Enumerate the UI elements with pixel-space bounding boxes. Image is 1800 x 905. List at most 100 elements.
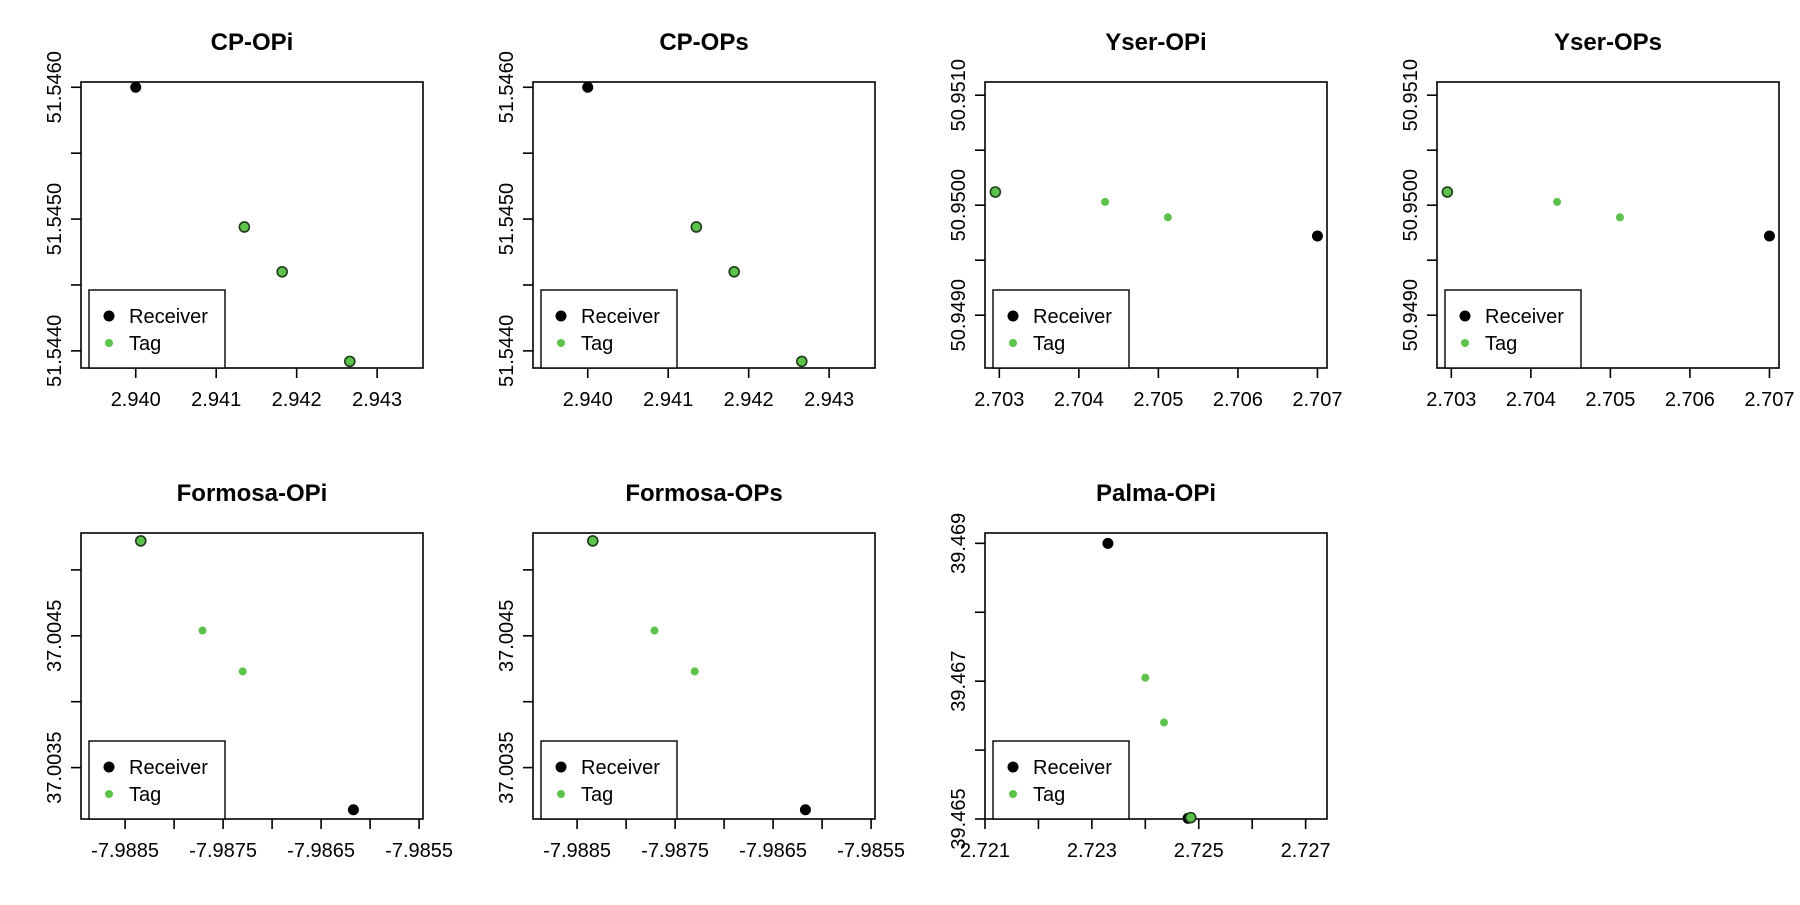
x-tick-label: 2.943 xyxy=(804,389,854,411)
legend-receiver-label: Receiver xyxy=(581,306,660,328)
x-tick-label: 2.723 xyxy=(1067,840,1117,862)
y-tick-label: 37.0045 xyxy=(496,600,518,672)
receiver-point xyxy=(1311,230,1323,242)
receiver-point xyxy=(799,804,811,816)
plot-frame xyxy=(1436,81,1780,369)
plot-frame xyxy=(532,532,876,820)
chart-panel: Formosa-OPs -7.9885 -7.9875 -7.9865 -7.9855 3… xyxy=(496,480,905,862)
legend: Receiver Tag xyxy=(540,289,678,369)
x-tick-label: -7.9875 xyxy=(189,840,257,862)
legend-tag-marker xyxy=(105,339,113,347)
tag-point xyxy=(728,265,740,278)
tag-point xyxy=(1615,213,1624,222)
legend-box xyxy=(992,740,1130,820)
x-tick-label: 2.942 xyxy=(272,389,322,411)
y-tick-label: 51.5440 xyxy=(496,315,518,387)
legend-receiver-marker xyxy=(555,761,567,773)
panel-title: CP-OPi xyxy=(211,29,294,56)
tag-point xyxy=(198,626,207,635)
panel-title: Yser-OPi xyxy=(1105,29,1206,56)
y-tick-label: 37.0035 xyxy=(44,731,66,803)
y-tick-label: 50.9510 xyxy=(1400,59,1422,131)
receiver-point xyxy=(347,804,359,816)
tag-point xyxy=(1441,186,1454,198)
tag-point xyxy=(1553,197,1562,206)
legend-tag-marker xyxy=(557,790,565,798)
panel-title: Yser-OPs xyxy=(1554,29,1662,56)
legend-receiver-marker xyxy=(103,310,115,322)
legend-box xyxy=(540,740,678,820)
y-tick-label: 51.5450 xyxy=(44,183,66,255)
tag-point xyxy=(134,535,147,547)
legend: Receiver Tag xyxy=(88,289,226,369)
x-tick-label: 2.707 xyxy=(1744,389,1794,411)
legend-tag-marker xyxy=(105,790,113,798)
legend-receiver-marker xyxy=(1007,310,1019,322)
panel-title: Palma-OPi xyxy=(1096,480,1216,507)
x-tick-label: -7.9865 xyxy=(287,840,355,862)
x-tick-label: -7.9875 xyxy=(641,840,709,862)
tag-point xyxy=(1163,213,1172,222)
x-tick-label: 2.705 xyxy=(1133,389,1183,411)
y-tick-label: 50.9510 xyxy=(948,59,970,131)
legend-box xyxy=(540,289,678,369)
y-tick-label: 51.5460 xyxy=(496,51,518,123)
tag-point xyxy=(690,221,703,233)
legend-tag-marker xyxy=(1461,339,1469,347)
chart-panel: CP-OPi 2.940 2.941 2.942 2.943 51.5440 51.5450… xyxy=(44,29,424,411)
chart-panel: Yser-OPi 2.703 2.704 2.705 2.706 2.707 50.9490… xyxy=(948,29,1342,411)
legend-tag-marker xyxy=(1009,339,1017,347)
legend-receiver-marker xyxy=(1007,761,1019,773)
receiver-point xyxy=(130,81,142,93)
x-tick-label: -7.9885 xyxy=(91,840,159,862)
plot-frame xyxy=(532,81,876,369)
legend: Receiver Tag xyxy=(88,740,226,820)
y-tick-label: 39.469 xyxy=(948,513,970,574)
x-tick-label: 2.721 xyxy=(960,840,1010,862)
legend-tag-label: Tag xyxy=(1033,333,1065,355)
legend-tag-label: Tag xyxy=(1033,784,1065,806)
x-tick-label: 2.940 xyxy=(111,389,161,411)
y-tick-label: 51.5440 xyxy=(44,315,66,387)
tag-point xyxy=(1101,197,1110,206)
x-tick-label: 2.703 xyxy=(974,389,1024,411)
tag-point xyxy=(238,221,251,233)
chart-panel: CP-OPs 2.940 2.941 2.942 2.943 51.5440 51.5450… xyxy=(496,29,876,411)
tag-point xyxy=(238,667,247,676)
tag-point xyxy=(1141,673,1150,682)
x-tick-label: 2.706 xyxy=(1665,389,1715,411)
x-tick-label: 2.707 xyxy=(1292,389,1342,411)
legend-box xyxy=(1444,289,1582,369)
panel-title: Formosa-OPi xyxy=(177,480,328,507)
legend-receiver-label: Receiver xyxy=(1033,757,1112,779)
x-tick-label: 2.704 xyxy=(1054,389,1104,411)
tag-point xyxy=(1160,718,1169,727)
x-tick-label: 2.941 xyxy=(191,389,241,411)
plot-frame xyxy=(80,532,424,820)
y-tick-label: 50.9500 xyxy=(1400,169,1422,241)
x-tick-label: -7.9885 xyxy=(543,840,611,862)
y-tick-label: 39.467 xyxy=(948,651,970,712)
panel-title: Formosa-OPs xyxy=(625,480,782,507)
y-tick-label: 51.5460 xyxy=(44,51,66,123)
tag-point xyxy=(690,667,699,676)
legend-receiver-label: Receiver xyxy=(129,306,208,328)
y-tick-label: 51.5450 xyxy=(496,183,518,255)
x-tick-label: 2.941 xyxy=(643,389,693,411)
x-tick-label: -7.9865 xyxy=(739,840,807,862)
x-tick-label: 2.727 xyxy=(1281,840,1331,862)
y-tick-label: 37.0045 xyxy=(44,600,66,672)
y-tick-label: 37.0035 xyxy=(496,731,518,803)
legend: Receiver Tag xyxy=(992,740,1130,820)
tag-point xyxy=(1184,811,1197,824)
x-tick-label: 2.940 xyxy=(563,389,613,411)
x-tick-label: -7.9855 xyxy=(385,840,453,862)
legend-box xyxy=(88,289,226,369)
tag-point xyxy=(795,355,808,368)
plot-frame xyxy=(80,81,424,369)
x-tick-label: 2.725 xyxy=(1174,840,1224,862)
tag-point xyxy=(343,355,356,368)
legend: Receiver Tag xyxy=(540,740,678,820)
